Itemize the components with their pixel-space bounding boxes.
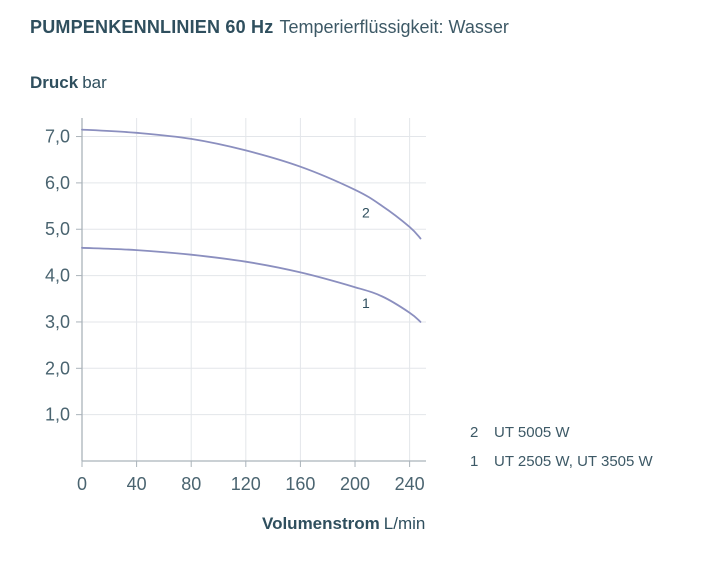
y-tick-label: 3,0 [45,312,70,332]
series-line-1 [81,246,422,323]
y-tick-label: 6,0 [45,173,70,193]
legend-item: 1 UT 2505 W, UT 3505 W [470,447,653,476]
x-axis-label-name: Volumenstrom [262,514,380,533]
legend-item-number: 2 [470,424,479,441]
legend: 2 UT 5005 W 1 UT 2505 W, UT 3505 W [470,418,653,476]
y-tick-label: 5,0 [45,219,70,239]
x-tick-label: 40 [127,474,147,494]
curve-label: 1 [362,295,370,311]
y-tick-label: 7,0 [45,127,70,147]
y-tick-label: 4,0 [45,266,70,286]
x-tick-label: 240 [395,474,425,494]
chart-title-subtitle: Temperierflüssigkeit: Wasser [279,17,509,37]
x-axis-label-unit: L/min [383,514,426,533]
x-tick-label: 0 [77,474,87,494]
y-axis-label-unit: bar [82,73,107,92]
legend-item-label: UT 2505 W, UT 3505 W [494,453,653,470]
y-axis-label: Druck bar [30,73,107,93]
x-tick-label: 80 [181,474,201,494]
series-line-2 [81,128,422,240]
curve-label: 2 [362,205,370,221]
x-axis-label: Volumenstrom L/min [262,514,425,534]
y-tick-label: 1,0 [45,405,70,425]
y-axis-label-name: Druck [30,73,79,92]
legend-item: 2 UT 5005 W [470,418,653,447]
legend-item-number: 1 [470,453,479,470]
chart-title-main: PUMPENKENNLINIEN 60 Hz [30,17,274,37]
chart-title: PUMPENKENNLINIEN 60 Hz Temperierflüssigke… [30,17,509,38]
legend-item-label: UT 5005 W [494,424,570,441]
x-tick-label: 200 [340,474,370,494]
x-tick-label: 160 [285,474,315,494]
x-tick-label: 120 [231,474,261,494]
y-tick-label: 2,0 [45,358,70,378]
